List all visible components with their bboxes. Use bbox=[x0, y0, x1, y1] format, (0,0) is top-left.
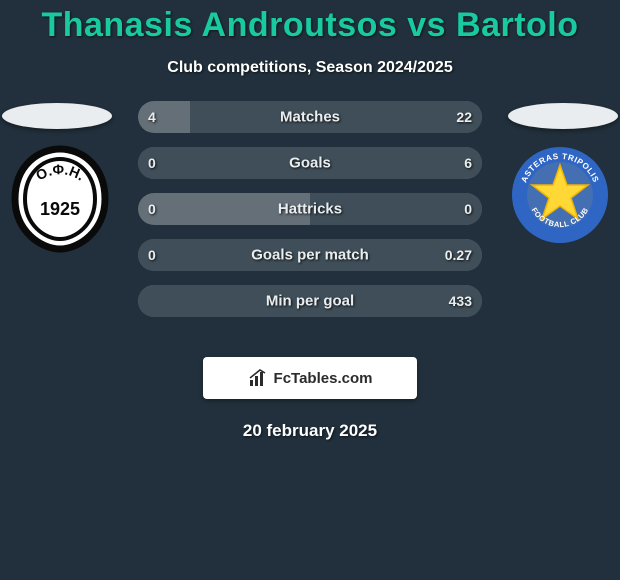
stat-row: 4 Matches 22 bbox=[138, 101, 482, 133]
subtitle: Club competitions, Season 2024/2025 bbox=[0, 59, 620, 77]
stat-value-right: 0.27 bbox=[445, 247, 472, 263]
left-crest-year: 1925 bbox=[40, 199, 80, 219]
stat-row: Min per goal 433 bbox=[138, 285, 482, 317]
stat-label: Matches bbox=[280, 109, 340, 126]
footer-badge: FcTables.com bbox=[203, 357, 417, 399]
stat-label: Goals bbox=[289, 155, 331, 172]
date-text: 20 february 2025 bbox=[0, 421, 620, 441]
left-club-crest: Ο.Φ.Η. 1925 bbox=[9, 145, 111, 253]
stat-row: 0 Goals per match 0.27 bbox=[138, 239, 482, 271]
stat-value-left: 0 bbox=[148, 155, 156, 171]
right-player-ellipse bbox=[508, 103, 618, 129]
footer-label: FcTables.com bbox=[274, 370, 373, 387]
stat-value-left: 4 bbox=[148, 109, 156, 125]
right-club-crest: ASTERAS TRIPOLIS FOOTBALL CLUB bbox=[510, 145, 610, 245]
stat-label: Hattricks bbox=[278, 201, 342, 218]
right-club-block: ASTERAS TRIPOLIS FOOTBALL CLUB bbox=[500, 101, 620, 245]
stat-value-right: 0 bbox=[464, 201, 472, 217]
chart-icon bbox=[248, 368, 268, 388]
stat-value-left: 0 bbox=[148, 201, 156, 217]
stat-value-left: 0 bbox=[148, 247, 156, 263]
stat-rows-container: 4 Matches 22 0 Goals 6 0 Hattricks 0 0 Goals per m… bbox=[138, 101, 482, 331]
stat-label: Goals per match bbox=[251, 247, 369, 264]
page-title: Thanasis Androutsos vs Bartolo bbox=[0, 0, 620, 45]
stat-label: Min per goal bbox=[266, 293, 354, 310]
stat-value-right: 433 bbox=[449, 293, 472, 309]
left-club-block: Ο.Φ.Η. 1925 bbox=[0, 101, 120, 253]
stat-row: 0 Hattricks 0 bbox=[138, 193, 482, 225]
stat-row: 0 Goals 6 bbox=[138, 147, 482, 179]
stat-value-right: 6 bbox=[464, 155, 472, 171]
left-player-ellipse bbox=[2, 103, 112, 129]
comparison-stage: Ο.Φ.Η. 1925 ASTERAS TRIPOLIS FOOTBALL CL… bbox=[0, 101, 620, 341]
stat-value-right: 22 bbox=[456, 109, 472, 125]
